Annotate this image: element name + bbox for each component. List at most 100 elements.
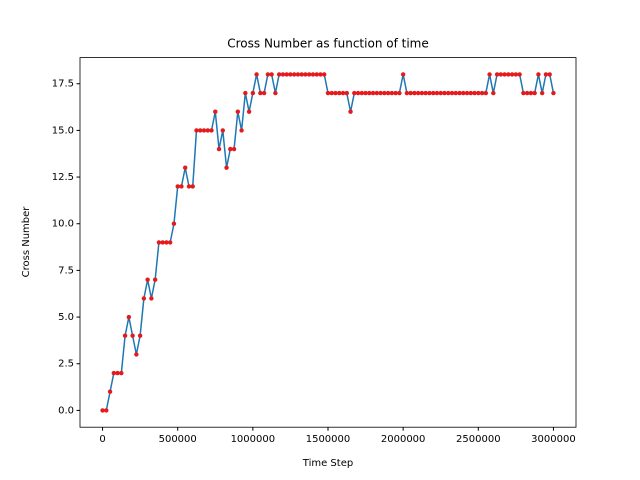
data-point <box>209 128 214 133</box>
data-point <box>149 296 154 301</box>
data-point <box>378 90 383 96</box>
data-point <box>145 277 150 282</box>
data-point <box>476 90 481 96</box>
data-point <box>464 90 470 96</box>
data-point <box>261 90 267 96</box>
data-point <box>258 90 263 96</box>
data-point <box>224 165 229 170</box>
data-point <box>235 109 241 114</box>
data-point <box>179 184 184 189</box>
data-point <box>479 90 485 96</box>
data-point <box>299 72 304 77</box>
data-point <box>506 72 511 77</box>
data-point <box>446 90 451 96</box>
data-point <box>213 109 218 114</box>
data-point <box>457 90 462 96</box>
data-point <box>265 72 271 77</box>
data-point <box>134 352 139 357</box>
data-point <box>521 90 526 96</box>
data-point <box>367 90 372 96</box>
x-tick-label: 3000000 <box>531 434 576 445</box>
data-point <box>449 90 455 96</box>
data-point <box>231 146 237 152</box>
data-point <box>194 128 199 133</box>
x-tick-label: 2500000 <box>456 434 501 445</box>
data-point <box>104 408 109 413</box>
data-point <box>498 72 504 77</box>
data-point <box>329 90 334 96</box>
x-axis-label: Time Step <box>302 458 353 469</box>
data-point <box>434 90 440 96</box>
data-point <box>115 370 120 376</box>
data-point <box>539 90 545 96</box>
data-point <box>228 146 233 152</box>
data-point <box>337 90 342 96</box>
y-tick-label: 17.5 <box>52 79 74 90</box>
data-point <box>291 72 297 77</box>
data-point <box>216 146 222 152</box>
data-point <box>453 90 458 96</box>
data-point <box>423 90 428 96</box>
data-point <box>310 72 316 77</box>
data-point <box>198 128 203 133</box>
data-point <box>352 90 357 96</box>
data-point <box>393 90 398 96</box>
data-point <box>246 109 252 114</box>
data-point <box>130 333 135 338</box>
data-point <box>190 184 195 189</box>
data-point <box>273 90 278 96</box>
data-point <box>318 72 323 77</box>
data-point <box>543 72 549 77</box>
data-point <box>137 333 143 338</box>
data-point <box>100 408 105 413</box>
data-point <box>122 333 128 338</box>
data-point <box>239 128 244 133</box>
data-point <box>487 72 492 77</box>
data-point <box>152 277 158 282</box>
data-point <box>175 184 180 189</box>
data-point <box>303 72 308 77</box>
data-point <box>156 240 162 245</box>
data-point <box>355 90 361 96</box>
data-point <box>183 165 188 170</box>
data-point <box>509 72 515 77</box>
data-point <box>295 72 301 77</box>
x-tick-label: 1500000 <box>306 434 351 445</box>
data-point <box>491 90 496 96</box>
data-point <box>502 72 507 77</box>
data-point <box>201 128 207 133</box>
data-point <box>280 72 286 77</box>
data-point <box>404 90 410 96</box>
data-point <box>547 72 552 77</box>
data-point <box>107 389 113 394</box>
y-tick-label: 12.5 <box>52 172 74 183</box>
data-point <box>551 90 556 96</box>
data-point <box>517 72 522 77</box>
data-point <box>126 314 132 320</box>
data-point <box>431 90 436 96</box>
data-point <box>461 90 466 96</box>
data-point <box>254 72 259 77</box>
y-tick-label: 2.5 <box>58 359 74 370</box>
x-tick-label: 2000000 <box>381 434 426 445</box>
chart-title: Cross Number as function of time <box>227 37 428 51</box>
data-point <box>408 90 413 96</box>
data-point <box>483 90 489 96</box>
data-point <box>382 90 387 96</box>
data-point <box>269 72 274 77</box>
data-point <box>385 90 391 96</box>
data-point <box>243 90 248 96</box>
data-point <box>314 72 319 77</box>
data-point <box>513 72 519 77</box>
data-point <box>167 240 173 245</box>
data-point <box>141 296 147 301</box>
data-point <box>276 72 282 77</box>
data-point <box>186 184 192 189</box>
data-point <box>322 72 327 77</box>
data-point <box>119 370 124 376</box>
data-point <box>205 128 210 133</box>
data-point <box>111 370 117 376</box>
data-point <box>220 128 225 133</box>
